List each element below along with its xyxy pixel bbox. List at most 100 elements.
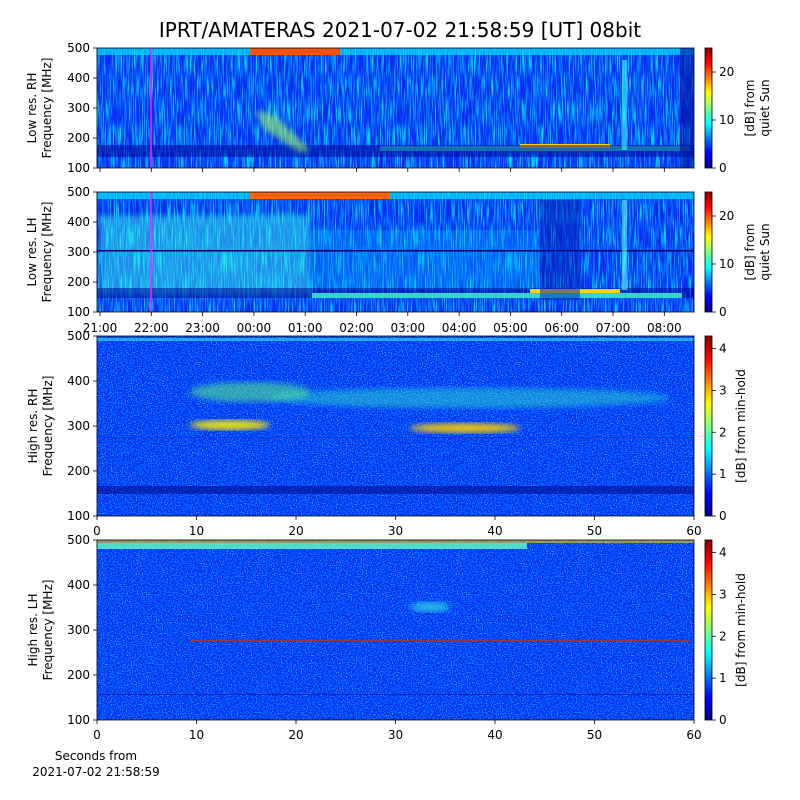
colorbar-label-line: quiet Sun	[758, 223, 772, 280]
colorbar	[704, 335, 713, 517]
x-tick-label: 50	[587, 524, 602, 538]
spectrogram-feature	[97, 437, 694, 438]
spectrogram-feature	[97, 145, 694, 157]
y-tick-label: 300	[67, 245, 90, 259]
colorbar-tick-label: 2	[719, 629, 727, 643]
y-tick-label: 200	[67, 668, 90, 682]
spectrogram-feature	[310, 230, 540, 290]
colorbar-label: [dB] from min-hold	[734, 369, 748, 483]
spectrogram-feature	[410, 423, 520, 433]
colorbar-label-line: quiet Sun	[758, 79, 772, 136]
y-tick-label: 400	[67, 71, 90, 85]
x-tick-label: 21:00	[83, 321, 118, 335]
colorbar-tick-label: 3	[719, 383, 727, 397]
x-tick-label: 40	[487, 728, 502, 742]
y-axis-label-line: Frequency [MHz]	[41, 580, 55, 681]
colorbar-tick-label: 0	[719, 509, 727, 523]
y-tick-label: 500	[67, 185, 90, 199]
colorbar-tick-label: 3	[719, 587, 727, 601]
x-axis-label: 2021-07-02 21:58:59	[32, 765, 159, 779]
spectrogram-feature	[410, 602, 450, 612]
spectrogram-feature	[97, 543, 527, 549]
spectrogram-feature	[190, 640, 690, 642]
x-tick-label: 30	[388, 728, 403, 742]
y-axis-label: High res. RHFrequency [MHz]	[26, 376, 55, 477]
spectrogram-feature	[255, 110, 310, 152]
y-tick-label: 500	[67, 533, 90, 547]
x-tick-label: 0	[93, 728, 101, 742]
colorbar-label-line: [dB] from	[743, 80, 757, 137]
y-tick-label: 200	[67, 464, 90, 478]
y-axis-label-line: Frequency [MHz]	[41, 376, 55, 477]
x-tick-label: 22:00	[134, 321, 169, 335]
x-tick-label: 0	[93, 524, 101, 538]
spectrogram-feature	[622, 200, 627, 290]
y-tick-label: 500	[67, 41, 90, 55]
spectrogram-feature	[270, 388, 670, 408]
x-axis-label: Seconds from	[55, 749, 137, 763]
colorbar	[704, 191, 713, 313]
spectrogram-feature	[540, 200, 580, 300]
colorbar	[704, 539, 713, 721]
x-tick-label: 20	[288, 524, 303, 538]
x-tick-label: 01:00	[288, 321, 323, 335]
colorbar-tick-label: 10	[719, 113, 734, 127]
spectrogram-feature	[190, 420, 270, 430]
x-tick-label: 30	[388, 524, 403, 538]
spectrogram-feature	[622, 60, 627, 150]
y-tick-label: 100	[67, 305, 90, 319]
y-axis-label: Low res. RHFrequency [MHz]	[25, 58, 54, 159]
y-axis-label-line: High res. LH	[26, 593, 40, 666]
y-tick-label: 400	[67, 578, 90, 592]
x-tick-label: 08:00	[647, 321, 682, 335]
x-tick-label: 50	[587, 728, 602, 742]
x-tick-label: 60	[686, 524, 701, 538]
spectrogram-feature	[250, 48, 340, 55]
x-tick-label: 00:00	[237, 321, 272, 335]
y-tick-label: 200	[67, 275, 90, 289]
y-axis-label-line: Low res. RH	[25, 73, 39, 144]
x-tick-label: 60	[686, 728, 701, 742]
x-tick-label: 10	[189, 728, 204, 742]
colorbar-tick-label: 0	[719, 161, 727, 175]
x-tick-label: 06:00	[544, 321, 579, 335]
colorbar-label-line: [dB] from	[743, 224, 757, 281]
colorbar-label: [dB] fromquiet Sun	[743, 79, 772, 136]
y-tick-label: 100	[67, 509, 90, 523]
spectrogram-feature	[97, 540, 694, 543]
spectrogram-feature	[97, 192, 694, 199]
y-tick-label: 500	[67, 329, 90, 343]
spectrogram-feature	[190, 382, 310, 402]
colorbar-tick-label: 4	[719, 546, 727, 560]
colorbar	[704, 47, 713, 169]
y-axis-label-line: Frequency [MHz]	[40, 202, 54, 303]
y-axis-label-line: High res. RH	[26, 389, 40, 464]
colorbar-label: [dB] from min-hold	[734, 573, 748, 687]
colorbar-label-line: [dB] from min-hold	[734, 573, 748, 687]
x-tick-label: 03:00	[391, 321, 426, 335]
x-tick-label: 07:00	[596, 321, 631, 335]
y-axis-label-line: Low res. LH	[25, 217, 39, 286]
colorbar-tick-label: 1	[719, 671, 727, 685]
colorbar-tick-label: 0	[719, 305, 727, 319]
spectrogram-feature	[312, 293, 682, 298]
spectrogram-feature	[97, 338, 694, 341]
colorbar-tick-label: 1	[719, 467, 727, 481]
y-tick-label: 300	[67, 101, 90, 115]
colorbar-label: [dB] fromquiet Sun	[743, 223, 772, 280]
colorbar-tick-label: 20	[719, 65, 734, 79]
x-tick-label: 04:00	[442, 321, 477, 335]
y-tick-label: 300	[67, 623, 90, 637]
x-tick-label: 20	[288, 728, 303, 742]
colorbar-label-line: [dB] from min-hold	[734, 369, 748, 483]
spectrogram-feature	[97, 48, 694, 55]
figure-title: IPRT/AMATERAS 2021-07-02 21:58:59 [UT] 0…	[159, 18, 641, 42]
x-tick-label: 40	[487, 524, 502, 538]
colorbar-tick-label: 0	[719, 713, 727, 727]
y-axis-label: High res. LHFrequency [MHz]	[26, 580, 55, 681]
spectrogram-feature	[680, 48, 694, 168]
colorbar-tick-label: 4	[719, 342, 727, 356]
x-tick-label: 02:00	[339, 321, 374, 335]
x-tick-label: 10	[189, 524, 204, 538]
